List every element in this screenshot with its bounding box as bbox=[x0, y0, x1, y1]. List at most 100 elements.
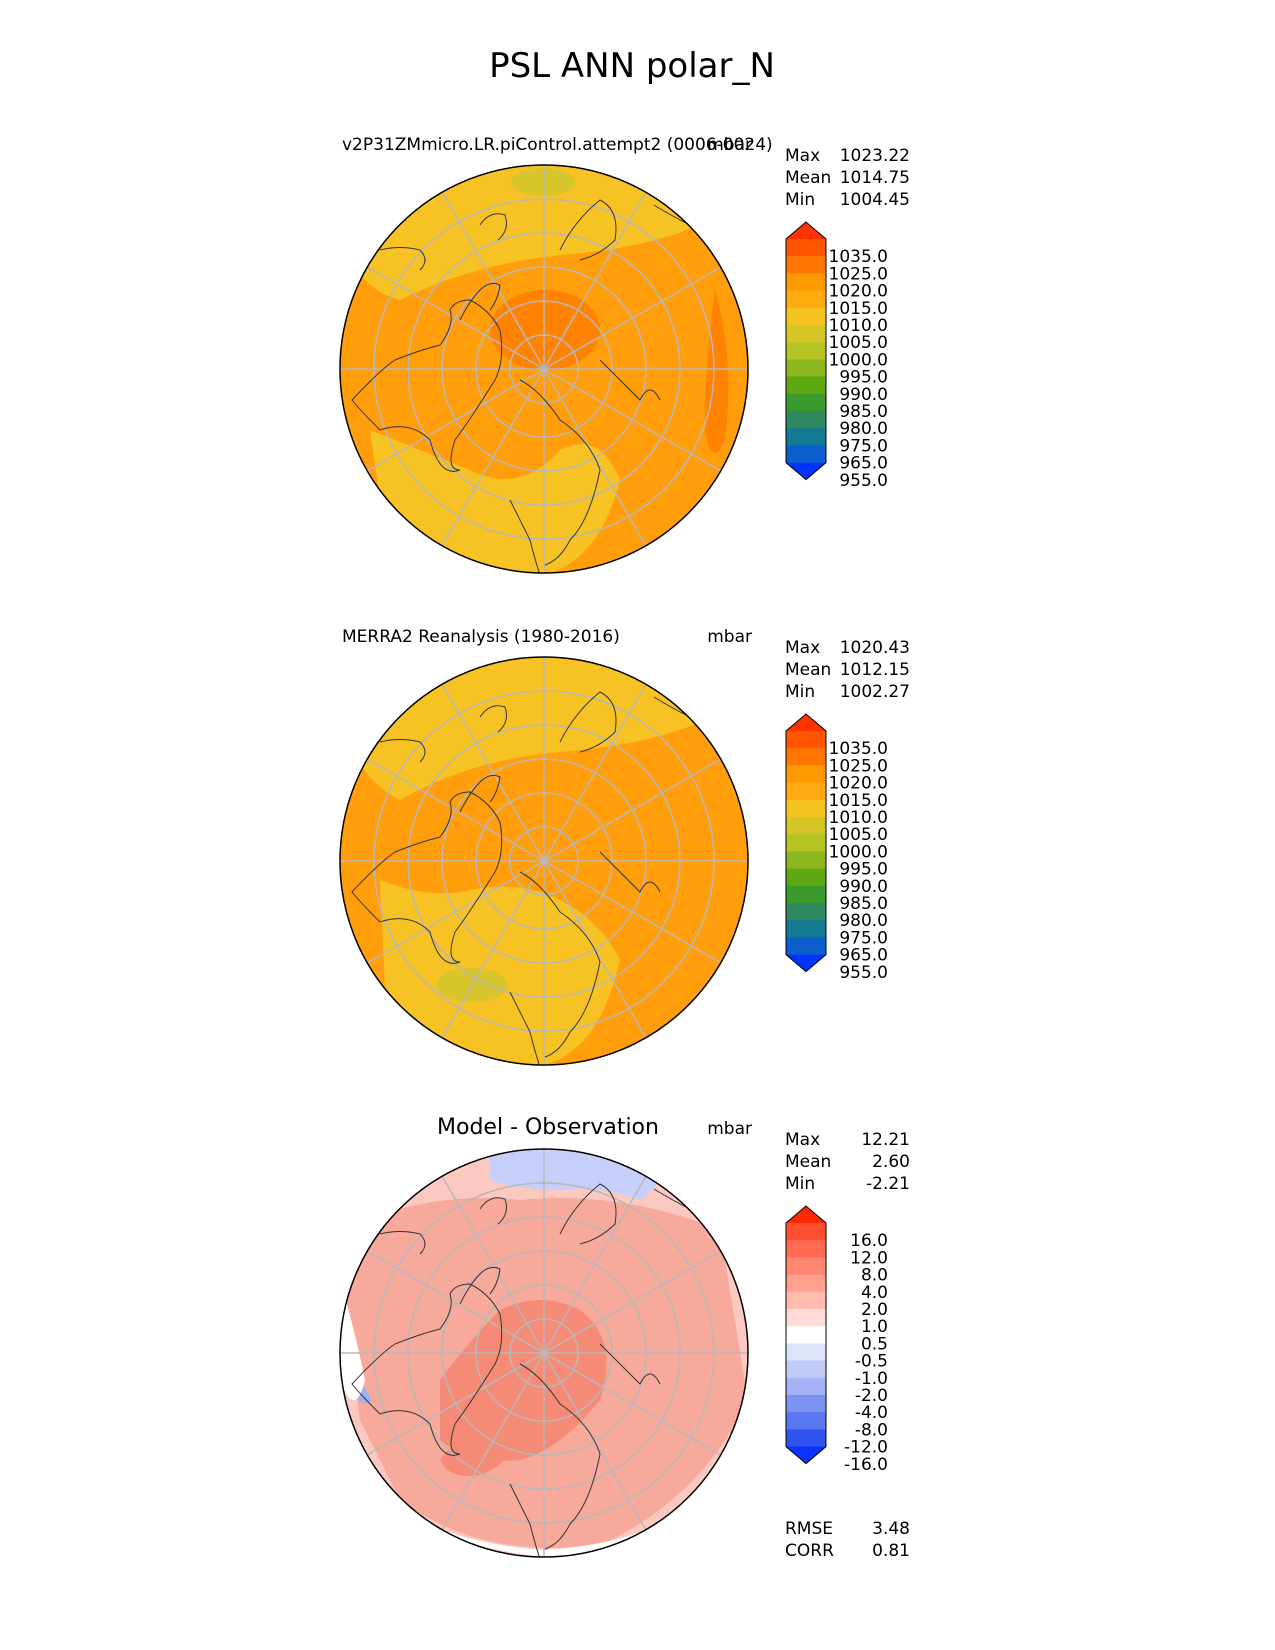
colorbar-segment bbox=[786, 256, 826, 274]
colorbar-segment bbox=[786, 1429, 826, 1447]
panel-diff-stats: Max 12.21 Mean 2.60 Min -2.21 bbox=[785, 1130, 910, 1194]
colorbar-segment bbox=[786, 1412, 826, 1430]
colorbar-segment bbox=[786, 920, 826, 938]
colorbar-tick-label: 1010.0 bbox=[829, 808, 888, 828]
colorbar-tick-label: 995.0 bbox=[839, 860, 888, 880]
colorbar-extend-bottom bbox=[786, 1446, 826, 1464]
colorbar-tick-label: -12.0 bbox=[844, 1438, 888, 1458]
stat-corr-label: CORR bbox=[785, 1541, 834, 1561]
colorbar-tick-label: 1000.0 bbox=[829, 350, 888, 370]
colorbar-tick-label: 1.0 bbox=[861, 1317, 888, 1337]
panel-model-colorbar: 1035.01025.01020.01015.01010.01005.01000… bbox=[785, 221, 888, 491]
panel-diff-boundary bbox=[339, 1148, 749, 1558]
stat-min-label: Min bbox=[785, 1174, 815, 1194]
stat-mean-value: 1014.75 bbox=[840, 168, 910, 188]
colorbar-segment bbox=[786, 1223, 826, 1241]
colorbar-tick-label: 0.5 bbox=[861, 1334, 888, 1354]
colorbar-segment bbox=[786, 834, 826, 852]
colorbar-tick-label: 1025.0 bbox=[829, 264, 888, 284]
colorbar-tick-label: -4.0 bbox=[855, 1403, 888, 1423]
colorbar-tick-label: -2.0 bbox=[855, 1386, 888, 1406]
panel-diff-extra-stats: RMSE 3.48 CORR 0.81 bbox=[785, 1519, 910, 1561]
colorbar-tick-label: 4.0 bbox=[861, 1283, 888, 1303]
colorbar-segment bbox=[786, 885, 826, 904]
colorbar-segment bbox=[786, 273, 826, 291]
colorbar-tick-label: -16.0 bbox=[844, 1455, 888, 1475]
colorbar-tick-label: 980.0 bbox=[839, 911, 888, 931]
panel-model-graticule bbox=[340, 165, 748, 573]
colorbar-tick-label: 965.0 bbox=[839, 946, 888, 966]
colorbar-segment bbox=[786, 1326, 826, 1344]
panel-obs: MERRA2 Reanalysis (1980-2016) mbar bbox=[339, 627, 910, 1066]
panel-obs-stats: Max 1020.43 Mean 1012.15 Min 1002.27 bbox=[785, 638, 910, 702]
stat-max-label: Max bbox=[785, 146, 820, 166]
colorbar-tick-label: 955.0 bbox=[839, 471, 888, 491]
panel-obs-units: mbar bbox=[707, 627, 752, 647]
panel-model-boundary bbox=[339, 164, 749, 574]
panel-model-coastlines bbox=[351, 199, 691, 573]
colorbar-outline bbox=[785, 1205, 827, 1465]
stat-min-label: Min bbox=[785, 190, 815, 210]
colorbar-tick-label: -1.0 bbox=[855, 1369, 888, 1389]
colorbar-extend-bottom bbox=[786, 462, 826, 480]
colorbar-tick-label: 2.0 bbox=[861, 1300, 888, 1320]
colorbar-tick-label: 1025.0 bbox=[829, 756, 888, 776]
colorbar-tick-label: 990.0 bbox=[839, 385, 888, 405]
panel-diff: Model - Observation mbar bbox=[339, 1115, 910, 1561]
stat-mean-value: 2.60 bbox=[872, 1152, 910, 1172]
stat-mean-label: Mean bbox=[785, 660, 831, 680]
panel-obs-colorbar: 1035.01025.01020.01015.01010.01005.01000… bbox=[785, 713, 888, 983]
figure-title: PSL ANN polar_N bbox=[489, 46, 775, 86]
stat-max-value: 12.21 bbox=[861, 1130, 910, 1150]
colorbar-segment bbox=[786, 1343, 826, 1361]
panel-obs-coastlines bbox=[351, 691, 691, 1065]
colorbar-tick-label: 1005.0 bbox=[829, 825, 888, 845]
colorbar-outline bbox=[785, 221, 827, 481]
colorbar-segment bbox=[786, 782, 826, 801]
panel-model-stats: Max 1023.22 Mean 1014.75 Min 1004.45 bbox=[785, 146, 910, 210]
colorbar-segment bbox=[786, 239, 826, 257]
colorbar-segment bbox=[786, 903, 826, 921]
colorbar-tick-label: 980.0 bbox=[839, 419, 888, 439]
stat-rmse-value: 3.48 bbox=[872, 1519, 910, 1539]
colorbar-extend-top bbox=[786, 714, 826, 731]
colorbar-segment bbox=[786, 1291, 826, 1310]
colorbar-segment bbox=[786, 1360, 826, 1379]
colorbar-segment bbox=[786, 1257, 826, 1275]
panel-obs-graticule bbox=[340, 657, 748, 1065]
panel-obs-boundary bbox=[339, 656, 749, 1066]
colorbar-segment bbox=[786, 359, 826, 377]
stat-min-value: 1002.27 bbox=[840, 682, 910, 702]
colorbar-tick-label: 975.0 bbox=[839, 436, 888, 456]
colorbar-segment bbox=[786, 748, 826, 766]
stat-max-value: 1023.22 bbox=[840, 146, 910, 166]
colorbar-extend-top bbox=[786, 222, 826, 239]
colorbar-tick-label: -8.0 bbox=[855, 1420, 888, 1440]
colorbar-tick-label: 12.0 bbox=[850, 1248, 888, 1268]
colorbar-segment bbox=[786, 411, 826, 429]
panel-model-units: mbar bbox=[707, 135, 752, 155]
colorbar-segment bbox=[786, 290, 826, 309]
colorbar-segment bbox=[786, 393, 826, 412]
panel-model-title: v2P31ZMmicro.LR.piControl.attempt2 (0006… bbox=[342, 135, 773, 155]
panel-model: v2P31ZMmicro.LR.piControl.attempt2 (0006… bbox=[339, 135, 910, 574]
colorbar-segment bbox=[786, 799, 826, 818]
colorbar-segment bbox=[786, 325, 826, 343]
colorbar-segment bbox=[786, 342, 826, 360]
panel-diff-title: Model - Observation bbox=[437, 1115, 659, 1140]
colorbar-segment bbox=[786, 1377, 826, 1396]
panel-diff-colorbar: 16.012.08.04.02.01.00.5-0.5-1.0-2.0-4.0-… bbox=[785, 1205, 888, 1475]
colorbar-tick-label: 990.0 bbox=[839, 877, 888, 897]
colorbar-segment bbox=[786, 1395, 826, 1413]
colorbar-segment bbox=[786, 765, 826, 783]
colorbar-tick-label: 1035.0 bbox=[829, 739, 888, 759]
stat-rmse-label: RMSE bbox=[785, 1519, 833, 1539]
colorbar-tick-label: 1005.0 bbox=[829, 333, 888, 353]
colorbar-tick-label: 1010.0 bbox=[829, 316, 888, 336]
colorbar-segment bbox=[786, 1309, 826, 1327]
stat-min-label: Min bbox=[785, 682, 815, 702]
colorbar-outline bbox=[785, 713, 827, 973]
stat-corr-value: 0.81 bbox=[872, 1541, 910, 1561]
colorbar-tick-label: 955.0 bbox=[839, 963, 888, 983]
